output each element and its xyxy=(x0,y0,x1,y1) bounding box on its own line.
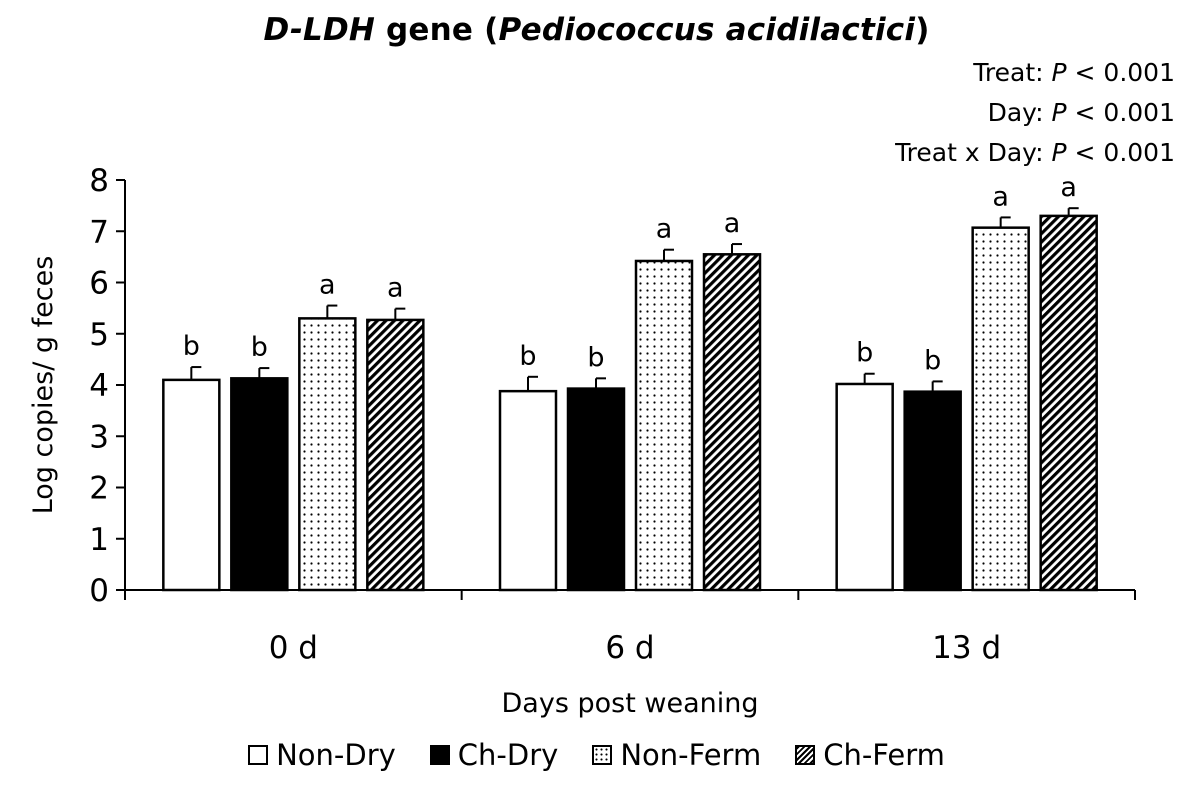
significance-letter: a xyxy=(992,181,1009,212)
legend-label-ch-dry: Ch-Dry xyxy=(457,738,559,772)
x-axis-title: Days post weaning xyxy=(502,688,759,719)
legend-label-ch-ferm: Ch-Ferm xyxy=(823,738,945,772)
x-category-label: 13 d xyxy=(932,630,1001,666)
title-gene: D-LDH xyxy=(263,12,376,48)
legend-item-non-dry: Non-Dry xyxy=(248,738,396,772)
legend-swatch-ch-ferm xyxy=(795,745,816,765)
bar xyxy=(366,318,425,592)
legend-swatch-non-ferm xyxy=(592,745,613,765)
significance-letter: b xyxy=(183,331,200,362)
y-tick-label: 1 xyxy=(89,522,109,558)
legend-swatch-ch-dry xyxy=(429,745,450,765)
stat-day: Day: P < 0.001 xyxy=(987,98,1175,127)
y-tick-label: 7 xyxy=(89,214,109,250)
significance-letter: a xyxy=(319,270,336,301)
significance-letter: b xyxy=(251,332,268,363)
chart-title: D-LDH gene (Pediococcus acidilactici) xyxy=(0,12,1193,48)
significance-letter: a xyxy=(656,214,673,245)
bar xyxy=(971,226,1030,592)
y-tick-label: 2 xyxy=(89,471,109,507)
bar xyxy=(1039,214,1098,592)
significance-letter: a xyxy=(387,273,404,304)
y-tick-label: 5 xyxy=(89,317,109,353)
bar xyxy=(230,377,289,592)
y-tick-label: 0 xyxy=(89,573,109,609)
legend-item-ch-ferm: Ch-Ferm xyxy=(795,738,945,772)
bar xyxy=(162,378,221,592)
y-tick-label: 3 xyxy=(89,419,109,455)
bar xyxy=(702,253,762,592)
stat-treat-x-day: Treat x Day: P < 0.001 xyxy=(895,138,1175,167)
legend: Non-Dry Ch-Dry Non-Ferm Ch-Ferm xyxy=(0,738,1193,772)
bar xyxy=(835,382,894,592)
bar xyxy=(566,387,626,592)
x-category-label: 6 d xyxy=(605,630,654,666)
bar xyxy=(634,259,694,592)
stat-treat: Treat: P < 0.001 xyxy=(973,58,1175,87)
legend-label-non-dry: Non-Dry xyxy=(276,738,396,772)
y-axis-title: Log copies/ g feces xyxy=(28,256,59,515)
legend-item-non-ferm: Non-Ferm xyxy=(592,738,761,772)
legend-item-ch-dry: Ch-Dry xyxy=(429,738,559,772)
y-tick-label: 8 xyxy=(89,163,109,199)
significance-letter: b xyxy=(587,342,604,373)
significance-letter: a xyxy=(724,208,741,239)
x-category-label: 0 d xyxy=(269,630,318,666)
bar xyxy=(903,390,962,592)
significance-letter: b xyxy=(924,345,941,376)
significance-letter: b xyxy=(519,341,536,372)
bar xyxy=(298,317,357,592)
title-species: Pediococcus acidilactici xyxy=(498,12,916,48)
legend-swatch-non-dry xyxy=(248,745,269,765)
significance-letter: a xyxy=(1060,172,1077,203)
y-tick-label: 4 xyxy=(89,368,109,404)
legend-label-non-ferm: Non-Ferm xyxy=(620,738,762,772)
significance-letter: b xyxy=(856,338,873,369)
y-tick-label: 6 xyxy=(89,266,109,302)
bar xyxy=(498,389,558,592)
title-close: ) xyxy=(915,12,930,48)
plot-area: 0 1 2 3 4 5 6 7 8 Log copies/ g feces 0 d 6 d 13 d Da… xyxy=(28,163,1136,719)
title-gene-word: gene ( xyxy=(375,12,499,48)
